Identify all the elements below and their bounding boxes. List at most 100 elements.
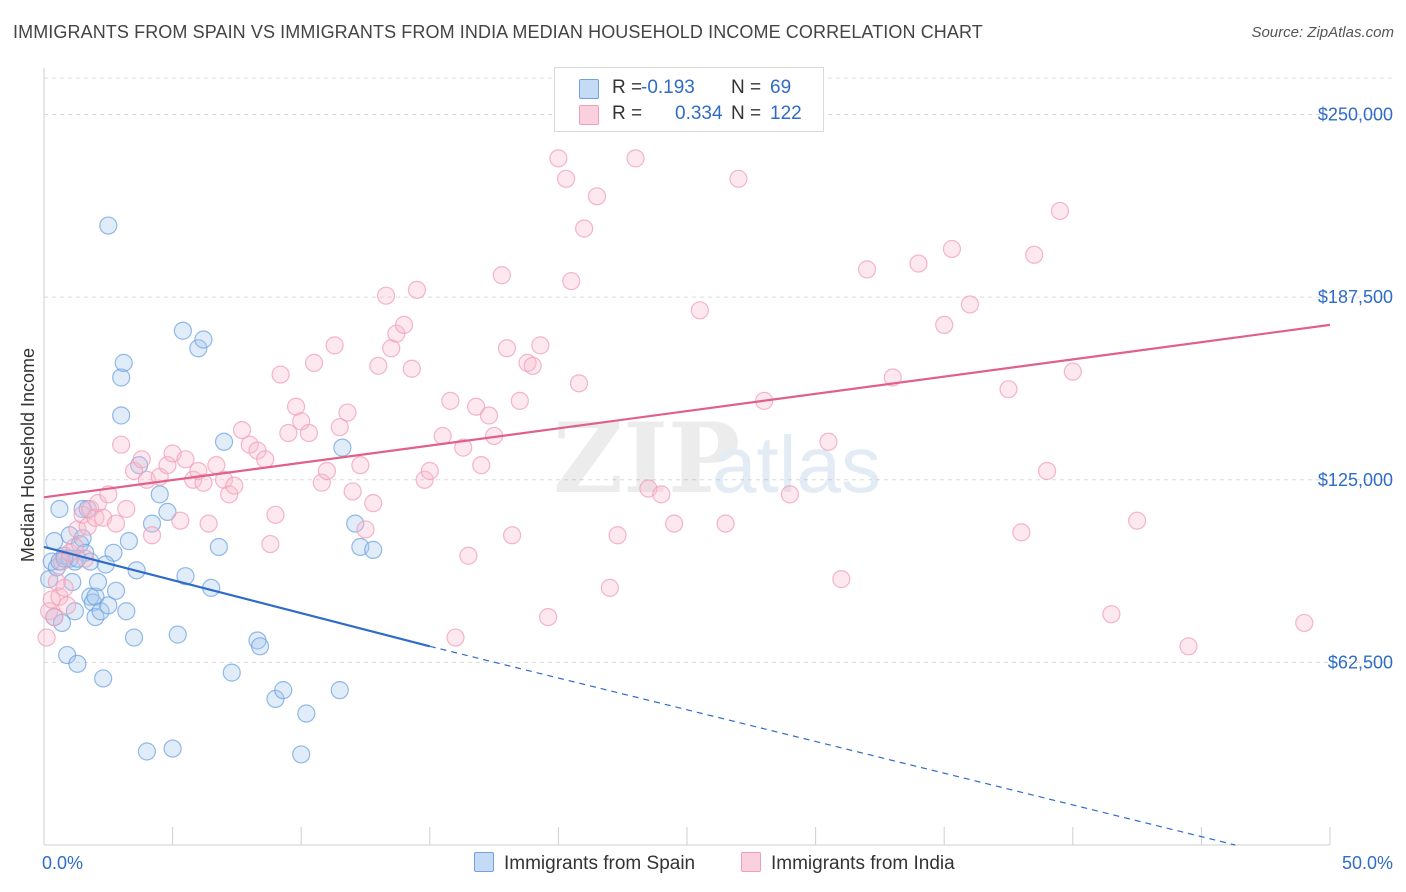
data-point-india: [364, 494, 383, 513]
data-point-spain: [173, 321, 192, 340]
data-point-india: [317, 461, 337, 481]
data-point-india: [356, 520, 375, 539]
data-point-india: [304, 353, 324, 372]
data-point-india: [433, 426, 452, 446]
data-point-spain: [88, 572, 108, 592]
data-point-spain: [112, 368, 131, 387]
data-point-spain: [50, 499, 69, 519]
data-point-india: [960, 295, 980, 314]
bottom-legend-label-india: Immigrants from India: [771, 853, 955, 874]
legend-swatch-spain: [579, 79, 599, 99]
data-point-india: [1063, 362, 1082, 381]
legend-swatch-india: [579, 105, 599, 125]
data-point-india: [112, 435, 131, 454]
bottom-legend-label-spain: Immigrants from Spain: [504, 853, 696, 874]
data-point-india: [420, 461, 439, 481]
data-point-india: [935, 315, 954, 335]
y-tick-label: $250,000: [1318, 105, 1393, 125]
data-point-india: [1102, 605, 1121, 624]
data-point-spain: [189, 339, 208, 358]
data-point-india: [497, 339, 517, 358]
data-point-spain: [106, 581, 126, 600]
data-point-india: [86, 508, 105, 527]
chart-title: IMMIGRANTS FROM SPAIN VS IMMIGRANTS FROM…: [13, 22, 983, 42]
data-point-india: [117, 499, 136, 519]
data-point-india: [1295, 613, 1314, 633]
data-point-india: [369, 356, 388, 375]
legend-r-label: R =: [612, 103, 643, 124]
data-point-india: [999, 380, 1018, 399]
data-point-india: [1050, 201, 1070, 221]
data-point-india: [510, 391, 529, 410]
data-point-india: [729, 169, 748, 188]
y-tick-label: $62,500: [1328, 652, 1393, 672]
data-point-spain: [194, 330, 213, 349]
data-point-india: [312, 473, 331, 492]
trendlines: [43, 323, 1331, 846]
data-point-spain: [297, 704, 316, 723]
data-point-india: [832, 570, 851, 589]
data-point-india: [394, 315, 414, 335]
watermark-atlas: atlas: [712, 420, 881, 509]
data-point-india: [459, 546, 478, 565]
data-point-india: [446, 628, 465, 647]
data-point-india: [199, 514, 218, 533]
trendline-spain: [43, 545, 431, 648]
data-point-india: [225, 476, 244, 495]
series-spain: [40, 216, 383, 764]
legend-n-value: 69: [770, 77, 792, 98]
legend-n-label: N =: [731, 103, 762, 124]
data-point-india: [45, 607, 64, 627]
data-point-spain: [214, 432, 234, 451]
data-point-spain: [94, 669, 113, 688]
data-point-spain: [99, 596, 118, 615]
data-point-india: [343, 482, 362, 501]
data-point-india: [232, 420, 252, 440]
bottom-legend-swatch-india: [741, 852, 761, 872]
y-tick-label: $125,000: [1318, 470, 1393, 490]
bottom-legend-spain: Immigrants from Spain: [474, 852, 695, 875]
data-point-spain: [150, 485, 169, 504]
trendline-spain-extension: [429, 645, 1236, 846]
data-point-spain: [292, 745, 311, 764]
data-point-india: [351, 456, 370, 475]
data-point-spain: [346, 514, 365, 533]
data-point-india: [256, 450, 275, 469]
data-point-india: [600, 578, 619, 597]
data-point-india: [479, 406, 499, 425]
data-point-spain: [112, 406, 131, 425]
data-point-india: [569, 374, 589, 393]
bottom-legend-swatch-spain: [474, 852, 494, 872]
data-point-spain: [364, 540, 383, 559]
data-point-india: [194, 473, 213, 492]
data-point-india: [106, 514, 126, 533]
data-point-spain: [117, 602, 136, 621]
data-point-india: [716, 514, 735, 533]
data-point-india: [176, 450, 195, 469]
data-point-india: [441, 391, 460, 410]
x-tick-label-max: 50.0%: [1342, 853, 1393, 873]
data-point-spain: [114, 353, 133, 372]
data-point-india: [415, 470, 434, 489]
data-point-india: [1012, 523, 1031, 542]
y-tick-labels: $62,500 $125,000 $187,500 $250,000: [1318, 105, 1393, 673]
data-point-india: [1037, 461, 1057, 481]
watermark-zip: ZIP: [553, 402, 740, 515]
trendline-india: [43, 323, 1331, 499]
watermark: ZIP atlas: [553, 402, 881, 515]
data-point-india: [261, 534, 280, 554]
source-label: Source: ZipAtlas.com: [1251, 24, 1394, 41]
data-point-india: [184, 470, 203, 489]
data-point-spain: [333, 438, 352, 457]
data-point-india: [819, 432, 838, 451]
data-point-india: [466, 397, 486, 416]
data-point-india: [402, 359, 421, 378]
data-point-india: [220, 485, 239, 504]
bottom-legend-india: Immigrants from India: [741, 852, 955, 875]
data-point-india: [40, 602, 59, 621]
data-point-india: [58, 596, 77, 615]
data-point-india: [503, 526, 522, 545]
data-point-spain: [274, 681, 293, 700]
data-point-india: [857, 260, 877, 279]
data-point-india: [132, 450, 151, 469]
